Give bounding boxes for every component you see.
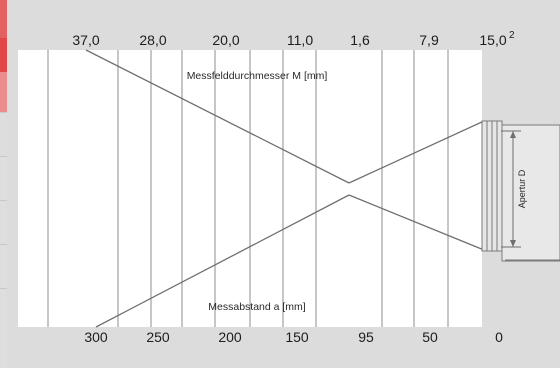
top-scale-label-2: 28,0 bbox=[139, 32, 167, 48]
edge-tab-8[interactable] bbox=[0, 288, 7, 368]
top-scale-label-6: 7,9 bbox=[419, 32, 439, 48]
cone-lines bbox=[85, 49, 485, 328]
bottom-scale-label-7: 0 bbox=[495, 329, 503, 345]
bottom-scale-label-4: 150 bbox=[285, 329, 309, 345]
bottom-scale-label-5: 95 bbox=[358, 329, 374, 345]
edge-tab-4[interactable] bbox=[0, 112, 7, 157]
edge-tab-6[interactable] bbox=[0, 200, 7, 245]
upper-cone-right bbox=[348, 120, 485, 184]
aperture-label: Apertur D bbox=[517, 169, 527, 208]
edge-tab-2[interactable] bbox=[0, 38, 7, 72]
top-scale-label-1: 37,0 bbox=[72, 32, 100, 48]
bottom-scale-label-6: 50 bbox=[422, 329, 438, 345]
upper-cone-left bbox=[85, 49, 350, 184]
top-scale-superscript: 2 bbox=[509, 30, 515, 41]
left-edge-tabs bbox=[0, 0, 7, 368]
sensor-fitting bbox=[481, 120, 560, 262]
edge-tab-3[interactable] bbox=[0, 72, 7, 112]
top-scale-label-4: 11,0 bbox=[286, 32, 314, 48]
bottom-scale-label-2: 250 bbox=[146, 329, 170, 345]
diameter-label: Messfelddurchmesser M [mm] bbox=[187, 70, 328, 82]
top-scale-label-7: 15,0 bbox=[479, 32, 507, 48]
edge-tab-7[interactable] bbox=[0, 244, 7, 289]
vertical-grid bbox=[47, 50, 449, 327]
top-scale-label-5: 1,6 bbox=[350, 32, 370, 48]
distance-label: Messabstand a [mm] bbox=[208, 301, 306, 313]
edge-tab-1[interactable] bbox=[0, 0, 7, 38]
lower-cone-left bbox=[95, 194, 350, 328]
bottom-scale-label-1: 300 bbox=[84, 329, 108, 345]
bottom-scale-label-3: 200 bbox=[218, 329, 242, 345]
top-scale-label-3: 20,0 bbox=[212, 32, 240, 48]
aperture-dimension bbox=[501, 130, 521, 248]
edge-tab-5[interactable] bbox=[0, 156, 7, 201]
lower-cone-right bbox=[348, 194, 485, 251]
